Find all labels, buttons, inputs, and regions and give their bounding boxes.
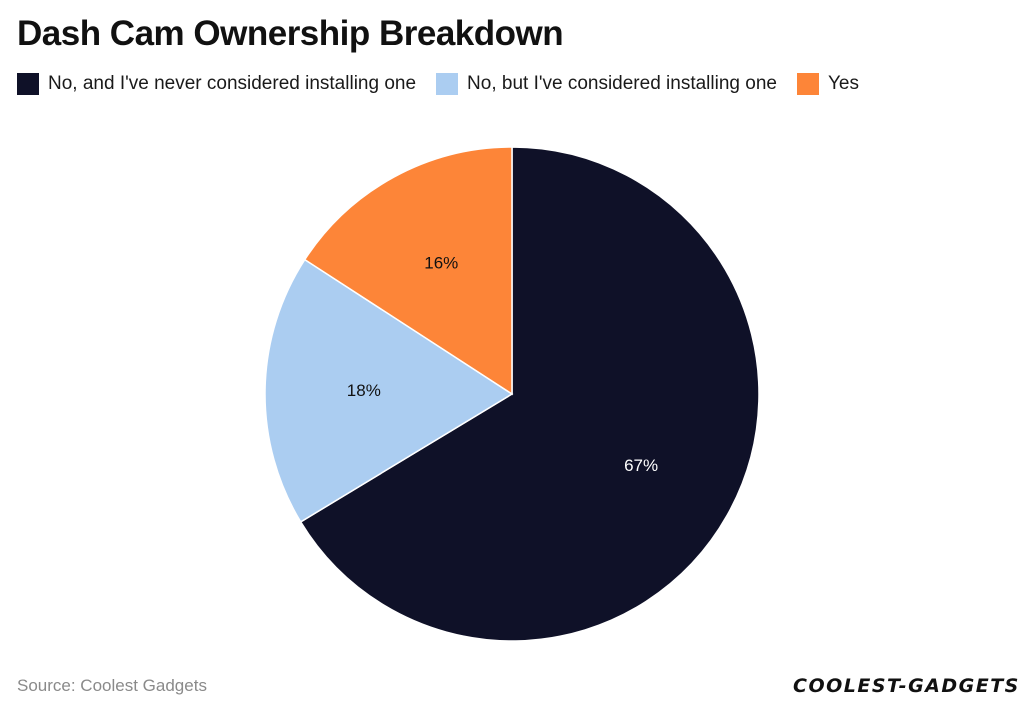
coolest-gadgets-logo: COOLEST-GADGETS: [793, 675, 1020, 697]
legend-label-never-considered: No, and I've never considered installing…: [48, 73, 417, 94]
chart-title: Dash Cam Ownership Breakdown: [17, 14, 564, 53]
legend-item-never-considered: No, and I've never considered installing…: [17, 73, 416, 95]
pie-slice-yes: [303, 146, 513, 396]
pie-label-yes: 16%: [424, 253, 458, 272]
legend-label-yes: Yes: [827, 73, 859, 94]
legend: No, and I've never considered installing…: [17, 73, 879, 95]
pie-slice-never-considered: [299, 146, 760, 642]
pie-label-considered: 18%: [347, 381, 381, 400]
legend-swatch-yes: [796, 73, 819, 95]
legend-item-yes: Yes: [796, 73, 859, 95]
pie-label-never-considered: 67%: [624, 456, 658, 475]
legend-label-considered: No, but I've considered installing one: [467, 73, 777, 94]
legend-item-considered: No, but I've considered installing one: [436, 73, 777, 95]
legend-swatch-considered: [436, 73, 459, 95]
pie-slice-considered: [264, 258, 514, 523]
source-note: Source: Coolest Gadgets: [17, 676, 207, 695]
legend-swatch-never-considered: [17, 73, 39, 95]
